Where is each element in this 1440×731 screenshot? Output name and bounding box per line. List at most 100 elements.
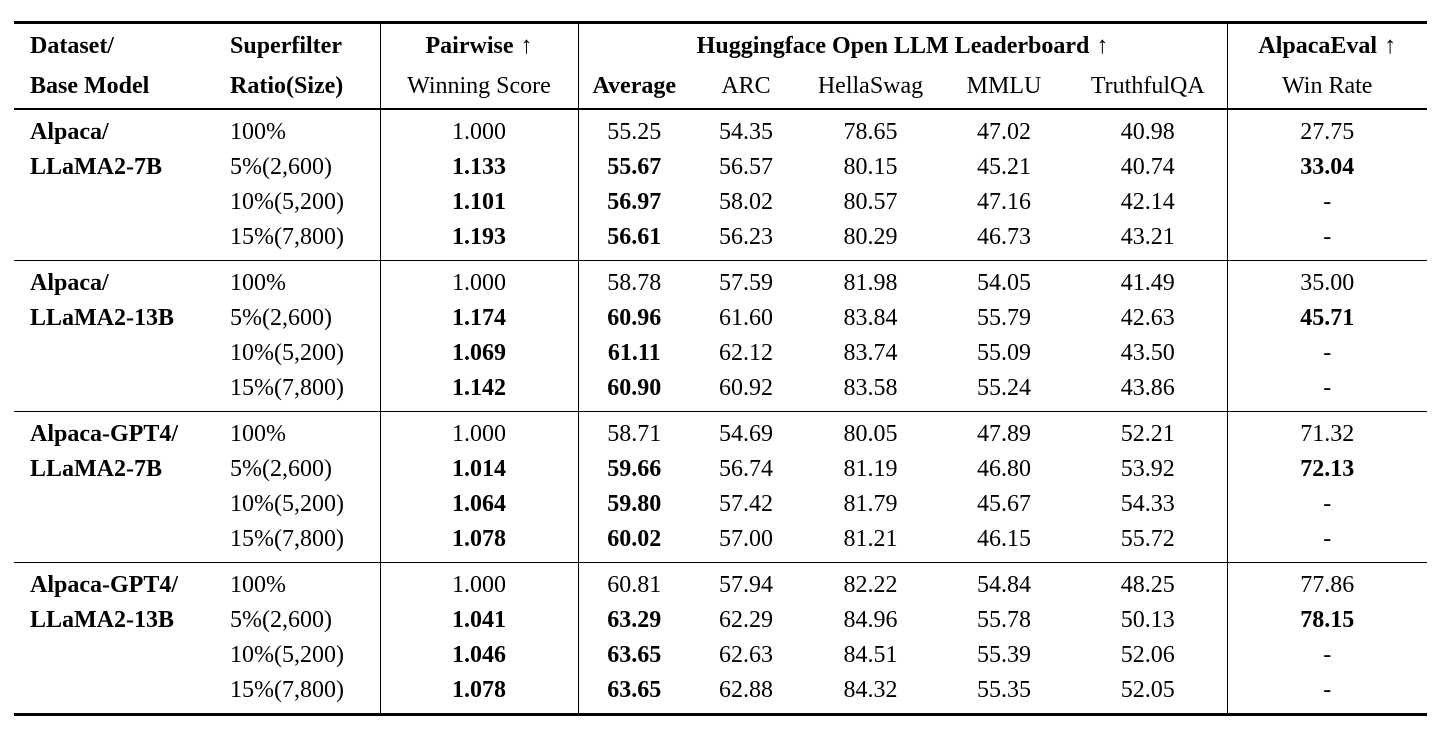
table-row: 10%(5,200) 1.101 56.97 58.02 80.57 47.16… [14,185,1428,220]
mmlu-cell: 45.21 [977,154,1031,180]
average-cell: 55.67 [577,150,690,185]
header-pairwise-label: Pairwise [425,33,514,59]
header-winning-score: Winning Score [379,66,578,109]
truthfulqa-cell: 52.21 [1069,411,1228,452]
dataset-cell [14,487,214,522]
mmlu-cell: 54.05 [939,260,1069,301]
hellaswag-cell: 83.84 [843,305,898,331]
average-cell: 55.25 [577,109,690,150]
dataset-cell: LLaMA2-7B [30,154,162,180]
average-cell: 60.90 [577,371,690,412]
winning-score-cell: 1.078 [379,673,578,715]
ratio-cell: 100% [230,119,286,145]
table-row: Alpaca/ 100% 1.000 58.78 57.59 81.98 54.… [14,260,1428,301]
hellaswag-cell: 80.57 [843,189,898,215]
mmlu-cell: 55.09 [977,340,1031,366]
average-cell: 58.71 [577,411,690,452]
dataset-cell: Alpaca-GPT4/ [14,562,214,603]
dataset-cell [14,522,214,563]
win-rate-cell: - [1226,487,1428,522]
truthfulqa-cell: 40.74 [1120,154,1175,180]
arc-cell: 57.00 [719,526,773,552]
table-row: 15%(7,800) 1.078 60.02 57.00 81.21 46.15… [14,522,1428,563]
arc-cell: 56.57 [719,154,773,180]
winning-score-cell: 1.069 [379,336,578,371]
header-hf-label: Huggingface Open LLM Leaderboard [696,33,1090,59]
header-hellaswag: HellaSwag [817,73,924,99]
up-arrow-icon: ↑ [1096,33,1109,59]
ratio-cell: 15%(7,800) [230,375,344,401]
hellaswag-cell: 84.96 [843,607,898,633]
arc-cell: 54.35 [719,119,773,145]
dataset-cell [14,185,214,220]
mmlu-cell: 55.35 [977,677,1031,703]
arc-cell: 57.42 [719,491,773,517]
average-cell: 59.80 [577,487,690,522]
winning-score-cell: 1.041 [379,603,578,638]
table-row: 15%(7,800) 1.078 63.65 62.88 84.32 55.35… [14,673,1428,715]
table-header: Dataset/ Superfilter Pairwise ↑ Huggingfa… [14,22,1428,109]
average-cell: 56.97 [577,185,690,220]
dataset-cell: Alpaca-GPT4/ [14,411,214,452]
mmlu-cell: 55.24 [977,375,1031,401]
arc-cell: 58.02 [719,189,773,215]
winning-score-cell: 1.000 [379,411,578,452]
ratio-cell: 10%(5,200) [230,189,344,215]
hellaswag-cell: 81.79 [843,491,898,517]
header-hf-leaderboard: Huggingface Open LLM Leaderboard ↑ [577,22,1228,66]
up-arrow-icon: ↑ [520,33,533,59]
win-rate-cell: - [1226,185,1428,220]
win-rate-cell: 72.13 [1226,452,1428,487]
hellaswag-cell: 84.32 [843,677,898,703]
win-rate-cell: 71.32 [1226,411,1428,452]
winning-score-cell: 1.193 [379,220,578,261]
mmlu-cell: 46.73 [977,224,1031,250]
truthfulqa-cell: 43.50 [1120,340,1175,366]
header-alpacaeval: AlpacaEval ↑ [1226,22,1428,66]
dataset-cell [14,638,214,673]
header-dataset-line2: Base Model [30,73,150,99]
win-rate-cell: 33.04 [1226,150,1428,185]
ratio-cell: 100% [214,562,380,603]
arc-cell: 61.60 [719,305,773,331]
arc-cell: 60.92 [719,375,773,401]
win-rate-cell: 78.15 [1226,603,1428,638]
winning-score-cell: 1.142 [379,371,578,412]
up-arrow-icon: ↑ [1384,33,1397,59]
mmlu-cell: 45.67 [977,491,1031,517]
ratio-cell: 5%(2,600) [230,607,332,633]
dataset-cell: Alpaca/ [14,260,214,301]
ratio-cell: 5%(2,600) [230,305,332,331]
truthfulqa-cell: 52.06 [1120,642,1175,668]
hellaswag-cell: 81.98 [802,260,939,301]
table-row: LLaMA2-13B 5%(2,600) 1.174 60.96 61.60 8… [14,301,1428,336]
winning-score-cell: 1.046 [379,638,578,673]
hellaswag-cell: 81.19 [843,456,898,482]
win-rate-cell: 45.71 [1226,301,1428,336]
mmlu-cell: 47.16 [977,189,1031,215]
average-cell: 60.96 [577,301,690,336]
mmlu-cell: 46.80 [977,456,1031,482]
win-rate-cell: - [1226,220,1428,261]
table-row: Alpaca/ 100% 1.000 55.25 54.35 78.65 47.… [14,109,1428,150]
win-rate-cell: - [1226,336,1428,371]
average-cell: 63.29 [577,603,690,638]
dataset-cell: Alpaca/ [30,119,109,145]
table-row: LLaMA2-7B 5%(2,600) 1.014 59.66 56.74 81… [14,452,1428,487]
dataset-cell: LLaMA2-13B [30,305,174,331]
average-cell: 60.02 [577,522,690,563]
table-row: LLaMA2-7B 5%(2,600) 1.133 55.67 56.57 80… [14,150,1428,185]
table-row: 10%(5,200) 1.069 61.11 62.12 83.74 55.09… [14,336,1428,371]
arc-cell: 57.94 [690,562,802,603]
ratio-cell: 10%(5,200) [230,340,344,366]
hellaswag-cell: 80.05 [802,411,939,452]
benchmark-results-table: Dataset/ Superfilter Pairwise ↑ Huggingfa… [14,21,1428,716]
table-row: 15%(7,800) 1.142 60.90 60.92 83.58 55.24… [14,371,1428,412]
winning-score-cell: 1.000 [379,562,578,603]
winning-score-cell: 1.101 [379,185,578,220]
truthfulqa-cell: 50.13 [1120,607,1175,633]
header-win-rate: Win Rate [1226,66,1428,109]
table-row: 10%(5,200) 1.064 59.80 57.42 81.79 45.67… [14,487,1428,522]
ratio-cell: 100% [214,411,380,452]
hellaswag-cell: 83.58 [843,375,898,401]
